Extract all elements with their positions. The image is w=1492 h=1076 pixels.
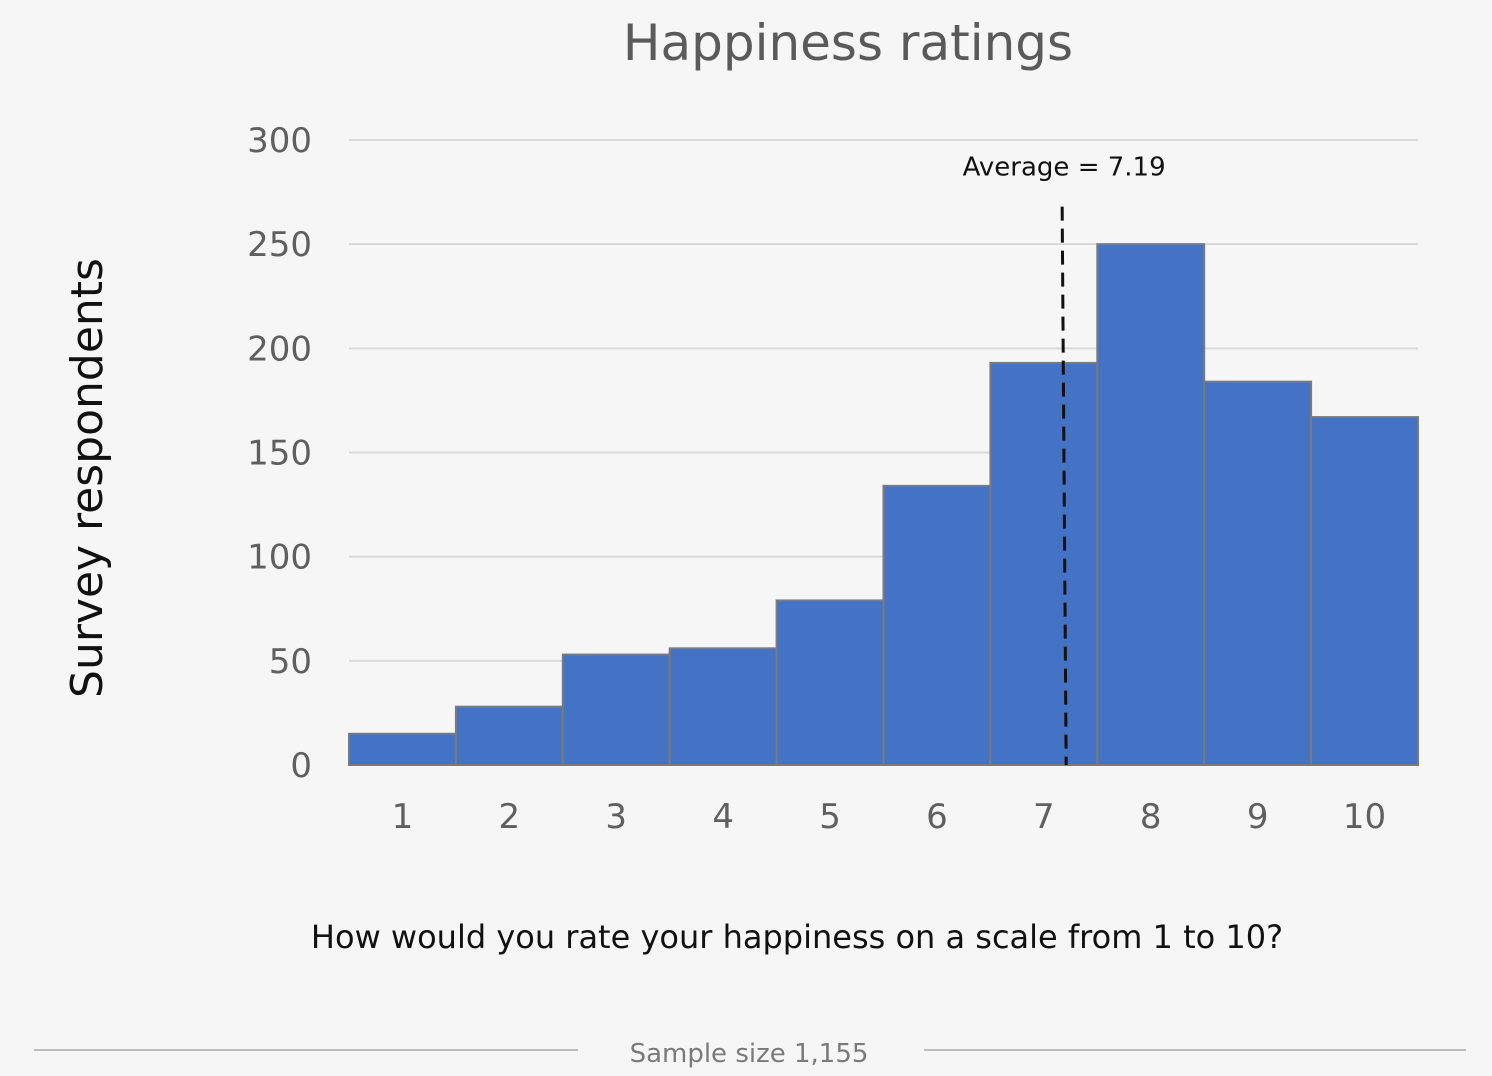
y-tick-label: 150 — [247, 434, 312, 474]
bar — [882, 484, 992, 766]
chart-title: Happiness ratings — [623, 14, 1073, 72]
x-tick-label: 5 — [819, 797, 841, 837]
bar — [348, 732, 457, 766]
bar — [561, 653, 671, 766]
x-tick-label: 4 — [712, 797, 734, 837]
y-tick-label: 0 — [290, 746, 312, 786]
average-annotation: Average = 7.19 — [963, 152, 1166, 182]
x-tick-label: 10 — [1343, 797, 1386, 837]
x-tick-label: 6 — [926, 797, 948, 837]
bar — [668, 647, 778, 766]
bar — [1096, 243, 1206, 766]
x-tick-label: 8 — [1140, 797, 1162, 837]
y-tick-label: 100 — [247, 538, 312, 578]
x-tick-label: 1 — [392, 797, 414, 837]
bars — [348, 243, 1419, 767]
y-tick-label: 50 — [269, 642, 312, 682]
bar — [1310, 416, 1419, 766]
y-tick-label: 300 — [247, 121, 312, 161]
bar — [989, 361, 1099, 766]
x-axis-label: How would you rate your happiness on a s… — [311, 918, 1283, 956]
x-tick-label: 7 — [1033, 797, 1055, 837]
x-tick-label: 3 — [605, 797, 627, 837]
x-tick-label: 9 — [1247, 797, 1269, 837]
y-tick-label: 200 — [247, 329, 312, 369]
average-line — [1060, 206, 1068, 766]
y-axis-ticks: 0 50 100 150 200 250 300 — [247, 121, 312, 786]
bar — [1203, 380, 1313, 766]
sample-size-note: Sample size 1,155 — [630, 1039, 869, 1069]
y-tick-label: 250 — [247, 225, 312, 265]
x-tick-label: 2 — [499, 797, 521, 837]
x-axis-ticks: 1 2 3 4 5 6 7 8 9 10 — [392, 797, 1387, 837]
bar — [775, 599, 885, 767]
bar — [454, 705, 564, 767]
y-axis-label: Survey respondents — [62, 258, 113, 698]
